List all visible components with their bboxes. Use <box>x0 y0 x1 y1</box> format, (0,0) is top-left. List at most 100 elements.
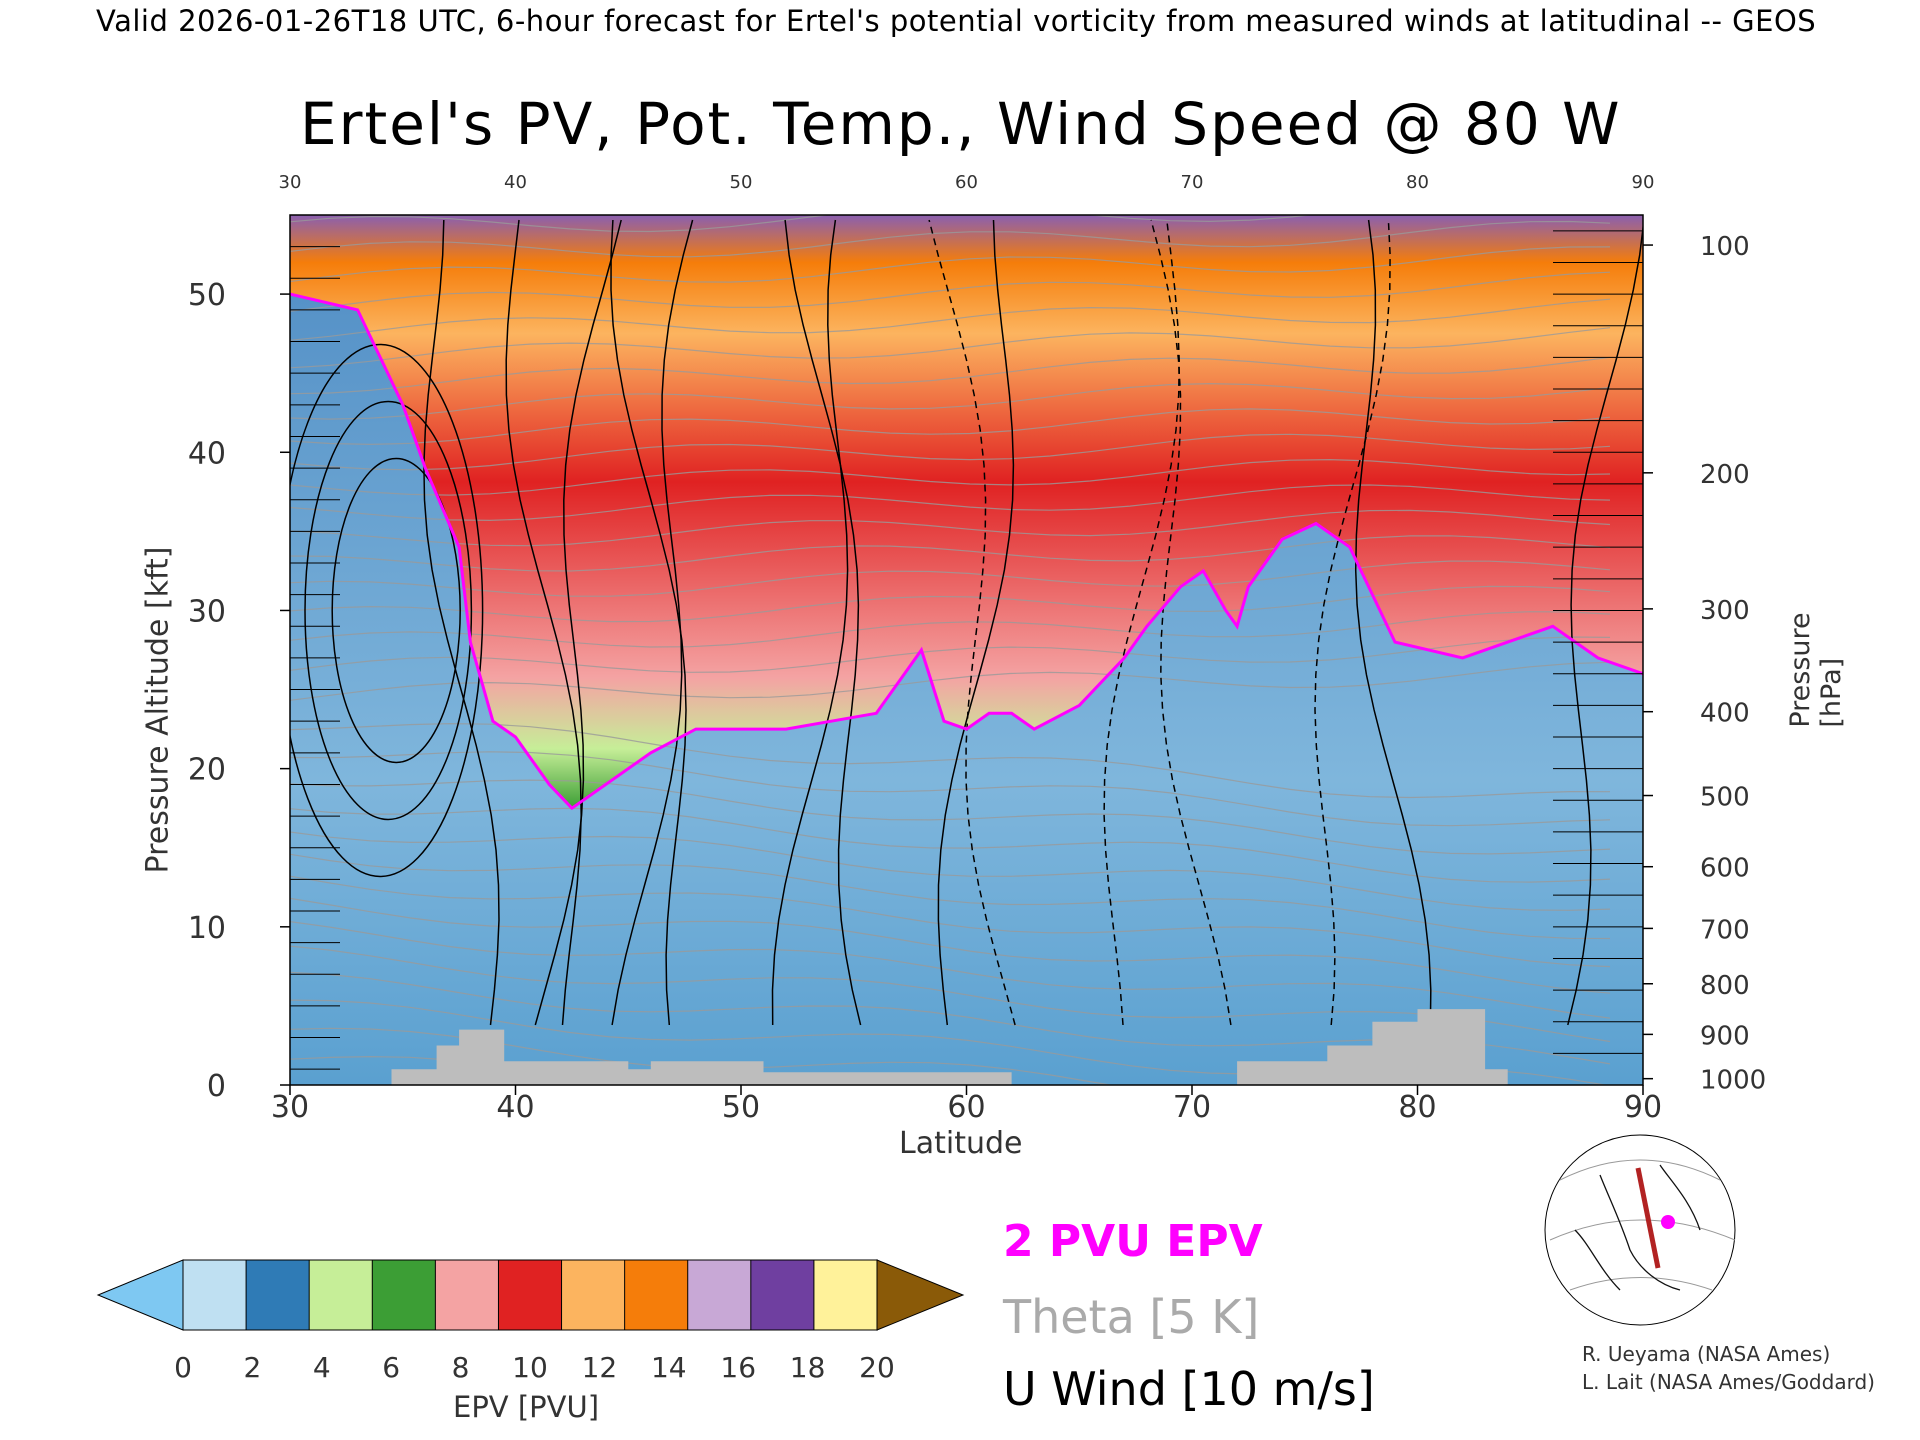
x-top-tick-label: 40 <box>504 172 527 193</box>
terrain <box>391 1009 1508 1085</box>
y-tick-label: 50 <box>188 278 226 313</box>
colorbar-low-arrow <box>96 1259 184 1331</box>
colorbar-bin <box>813 1259 879 1331</box>
wind-line <box>771 219 849 1026</box>
x-tick-label: 90 <box>1624 1090 1662 1125</box>
colorbar-bin <box>561 1259 626 1331</box>
pressure-tick-label: 1000 <box>1700 1066 1766 1096</box>
credit-line-1: R. Ueyama (NASA Ames) <box>1582 1342 1831 1366</box>
x-tick-label: 80 <box>1398 1090 1436 1125</box>
colorbar-bin <box>434 1259 500 1331</box>
colorbar-bin <box>624 1259 689 1331</box>
inset-map <box>1544 1134 1736 1326</box>
colorbar-ticks: 0 2 4 6 8 10 12 14 16 18 20 <box>174 1351 895 1384</box>
x-tick-label: 40 <box>496 1090 534 1125</box>
pressure-tick-label: 400 <box>1700 699 1750 729</box>
wind-line <box>1354 219 1432 1026</box>
colorbar-tick-label: 4 <box>313 1351 331 1384</box>
theta-line <box>290 807 1611 883</box>
wind-line <box>610 219 687 1026</box>
y-tick-label: 30 <box>188 594 226 629</box>
chart-title: Ertel's PV, Pot. Temp., Wind Speed @ 80 … <box>300 90 1622 158</box>
wind-line <box>1103 219 1180 1026</box>
y-axis: 0 10 20 30 40 50 <box>188 246 340 1104</box>
theta-line <box>290 458 1611 496</box>
x-top-tick-label: 50 <box>730 172 753 193</box>
theta-line <box>290 831 1611 911</box>
colorbar-tick-label: 18 <box>790 1351 826 1384</box>
colorbar-tick-label: 6 <box>382 1351 400 1384</box>
x-top-tick-label: 80 <box>1406 172 1429 193</box>
colorbar-tick-label: 14 <box>651 1351 687 1384</box>
colorbar-high-arrow <box>876 1259 965 1331</box>
colorbar-tick-label: 20 <box>859 1351 895 1384</box>
theta-line <box>290 220 1611 258</box>
theta-line <box>290 215 1315 233</box>
pressure-tick-label: 900 <box>1700 1021 1750 1051</box>
colorbar-bin <box>687 1259 752 1331</box>
colorbar-tick-label: 10 <box>512 1351 548 1384</box>
stratosphere-field <box>290 215 1643 809</box>
y-axis-label: Pressure Altitude [kft] <box>140 546 176 874</box>
legend-u-wind: U Wind [10 m/s] <box>1003 1362 1375 1416</box>
pressure-axis-label: Pressure [hPa] <box>1785 612 1847 728</box>
theta-line <box>290 1027 1114 1085</box>
wind-line <box>534 219 622 1026</box>
x-tick-label: 70 <box>1173 1090 1211 1125</box>
theta-line <box>290 356 1611 395</box>
colorbar-title: EPV [PVU] <box>453 1390 600 1424</box>
validity-header: Valid 2026-01-26T18 UTC, 6-hour forecast… <box>96 4 1817 38</box>
x-top-tick-label: 70 <box>1181 172 1204 193</box>
legend-pv: 2 PVU EPV <box>1003 1216 1263 1267</box>
colorbar-tick-label: 12 <box>582 1351 618 1384</box>
x-axis-label: Latitude <box>899 1126 1023 1161</box>
colorbar-tick-label: 16 <box>720 1351 756 1384</box>
wind-line <box>1314 219 1391 1026</box>
wind-line <box>928 219 1016 1026</box>
y-tick-label: 40 <box>188 436 226 471</box>
theta-line <box>290 875 1611 968</box>
wind-line <box>1150 219 1232 1026</box>
credit-line-2: L. Lait (NASA Ames/Goddard) <box>1582 1370 1875 1394</box>
pvu-2-contour <box>290 292 1643 811</box>
jet-core-contour <box>304 400 473 821</box>
coastlines <box>1574 1164 1701 1291</box>
wind-line <box>784 219 862 1026</box>
epv-colorbar <box>96 1259 965 1331</box>
wind-line <box>1567 221 1643 1026</box>
pressure-tick-label: 800 <box>1700 971 1750 1001</box>
theta-line <box>290 382 1611 420</box>
theta-line <box>290 945 1611 1043</box>
wind-line <box>937 219 1015 1026</box>
theta-line <box>290 433 1611 471</box>
theta-line <box>290 327 1611 369</box>
colorbar-tick-label: 0 <box>174 1351 192 1384</box>
y-tick-label: 10 <box>188 911 226 946</box>
pressure-tick-label: 100 <box>1700 232 1750 262</box>
wind-contours <box>290 219 1643 1026</box>
jet-core-contour <box>331 457 461 764</box>
colorbar-tick-label: 8 <box>452 1351 470 1384</box>
wind-line <box>611 219 694 1026</box>
section-line <box>1635 1167 1661 1269</box>
theta-line <box>290 611 1611 648</box>
pressure-axis: 100 200 300 400 500 600 700 800 900 1000 <box>1553 230 1766 1096</box>
colorbar-bin <box>497 1259 563 1331</box>
theta-line <box>290 535 1611 572</box>
jet-core-contour <box>290 343 484 878</box>
theta-line <box>290 779 1611 855</box>
x-tick-label: 60 <box>947 1090 985 1125</box>
location-marker <box>1661 1215 1675 1229</box>
plot-area <box>290 215 1643 1085</box>
legend-theta: Theta [5 K] <box>1003 1290 1260 1344</box>
wind-line <box>505 219 582 1026</box>
colorbar-bin <box>750 1259 815 1331</box>
theta-line <box>290 560 1611 597</box>
x-top-tick-label: 30 <box>279 172 302 193</box>
polar-map-icon <box>1544 1134 1736 1326</box>
theta-line <box>290 722 1611 799</box>
x-top-tick-label: 60 <box>955 172 978 193</box>
colorbar-bin <box>371 1259 437 1331</box>
